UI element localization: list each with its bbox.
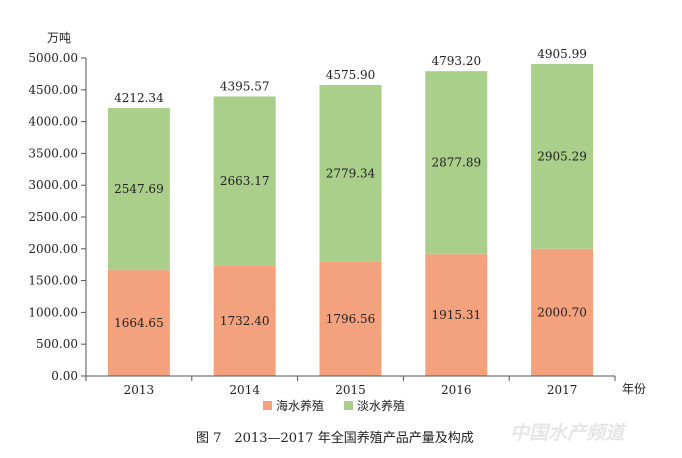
bar-freshwater-2013	[107, 108, 170, 271]
y-tick-label: 5000.00	[28, 51, 78, 65]
legend-swatch-marine	[263, 401, 272, 410]
bar-marine-2015	[319, 261, 382, 376]
y-tick-label: 1000.00	[28, 305, 78, 319]
legend: 海水养殖 淡水养殖	[263, 398, 405, 413]
y-tick-label: 500.00	[36, 337, 78, 351]
data-label-freshwater: 2905.29	[537, 149, 587, 163]
legend-label-freshwater: 淡水养殖	[357, 398, 405, 413]
data-label-marine: 1796.56	[326, 312, 376, 326]
bar-freshwater-2017	[531, 63, 594, 249]
x-tick-label: 2014	[229, 383, 260, 397]
bar-marine-2013	[107, 270, 170, 376]
total-label: 4212.34	[114, 91, 164, 105]
y-tick-label: 2500.00	[28, 210, 78, 224]
y-tick-label: 1500.00	[28, 274, 78, 288]
watermark: 中国水产频道	[510, 422, 627, 444]
data-label-marine: 1915.31	[431, 308, 481, 322]
y-axis: 0.00 500.00 1000.00 1500.00 2000.00 2500.00 30…	[28, 51, 87, 383]
x-tick-label: 2016	[441, 383, 472, 397]
data-label-marine: 1732.40	[220, 314, 270, 328]
x-tick-label: 2017	[547, 383, 578, 397]
bar-marine-2017	[531, 248, 594, 376]
x-axis: 2013 2014 2015 2016 2017	[85, 375, 616, 397]
data-label-marine: 2000.70	[537, 305, 587, 319]
y-tick-label: 3000.00	[28, 178, 78, 192]
figure-caption: 图 7 2013—2017 年全国养殖产品产量及构成	[196, 430, 474, 446]
y-tick-label: 4500.00	[28, 83, 78, 97]
data-label-freshwater: 2547.69	[114, 182, 164, 196]
y-tick-label: 3500.00	[28, 146, 78, 160]
bar-freshwater-2014	[213, 96, 276, 266]
bar-freshwater-2016	[425, 71, 488, 255]
data-label-marine: 1664.65	[114, 316, 164, 330]
x-tick-label: 2015	[335, 383, 366, 397]
y-axis-unit: 万吨	[47, 31, 71, 45]
y-tick-label: 4000.00	[28, 115, 78, 129]
total-label: 4793.20	[431, 54, 481, 68]
legend-swatch-freshwater	[344, 401, 353, 410]
y-tick-label: 2000.00	[28, 242, 78, 256]
y-tick-label: 0.00	[51, 369, 78, 383]
bar-freshwater-2015	[319, 84, 382, 262]
bar-marine-2016	[425, 254, 488, 376]
bars: 1664.65 2547.69 4212.34 1732.40 2663.17 4395.…	[107, 47, 594, 376]
bar-marine-2014	[213, 265, 276, 376]
data-label-freshwater: 2779.34	[326, 166, 376, 180]
total-label: 4575.90	[326, 68, 376, 82]
total-label: 4395.57	[220, 79, 270, 93]
total-label: 4905.99	[537, 47, 587, 61]
data-label-freshwater: 2877.89	[431, 156, 481, 170]
legend-label-marine: 海水养殖	[276, 398, 324, 413]
x-tick-label: 2013	[124, 383, 155, 397]
data-label-freshwater: 2663.17	[220, 174, 270, 188]
x-axis-unit: 年份	[622, 382, 646, 396]
